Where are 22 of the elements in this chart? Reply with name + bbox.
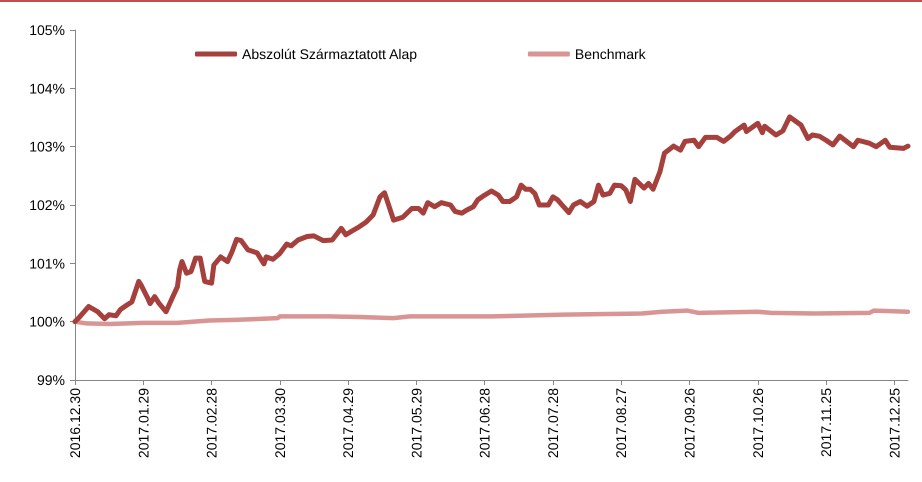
y-tick-label: 103% [29,138,65,155]
x-tick-label: 2017.06.28 [476,388,493,458]
y-tick-label: 99% [36,372,65,388]
x-tick-label: 2017.10.26 [750,388,766,458]
x-tick-label: 2016.12.30 [67,388,83,458]
x-tick-label: 2017.04.29 [340,388,356,458]
legend-label: Benchmark [574,46,647,62]
x-tick-label: 2017.08.27 [613,388,630,458]
y-tick-label: 104% [29,80,65,96]
y-tick-label: 102% [29,197,65,213]
x-tick-label: 2017.03.30 [272,388,288,458]
x-tick-label: 2017.07.28 [544,388,561,458]
x-tick-label: 2017.11.25 [818,388,834,458]
x-tick-label: 2017.05.29 [408,388,424,458]
x-tick-label: 2017.02.28 [204,388,220,458]
x-tick-label: 2017.12.25 [886,388,902,458]
x-tick-label: 2017.01.29 [135,388,152,458]
y-tick-label: 100% [29,314,65,330]
x-tick-label: 2017.09.26 [682,388,698,458]
y-tick-label: 101% [29,255,65,272]
legend-label: Abszolút Származtatott Alap [242,46,418,62]
y-tick-label: 105% [29,22,65,38]
